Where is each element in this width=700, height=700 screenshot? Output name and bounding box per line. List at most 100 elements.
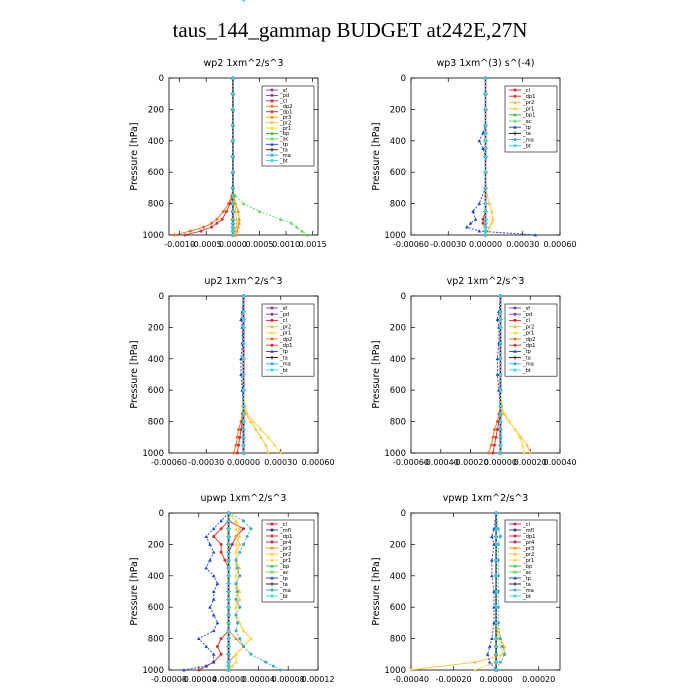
data-point (507, 419, 512, 423)
panel-wp3: wp3 1xm^(3) s^(-4) 0 200 400 600 800 1000 Press… (371, 58, 577, 249)
legend-marker (270, 570, 274, 574)
x-tick-label: 0.0015 (299, 240, 327, 249)
data-point (245, 535, 249, 539)
y-tick-label: 400 (390, 572, 406, 582)
legend-label: _pd (279, 93, 289, 99)
data-point (234, 629, 238, 633)
legend-label: _ma (279, 153, 291, 159)
data-point (517, 435, 522, 439)
legend-label: _dp1 (279, 343, 292, 349)
series-ma (227, 511, 283, 672)
legend-marker (513, 349, 517, 353)
legend-label: _dp2 (279, 104, 292, 110)
data-point (242, 294, 245, 298)
data-point (236, 209, 240, 213)
data-point (257, 209, 262, 213)
data-point (231, 107, 235, 111)
data-point (409, 668, 413, 672)
data-point (272, 443, 277, 447)
data-point (494, 652, 498, 656)
x-tick-label: -0.00030 (430, 240, 466, 249)
legend-label: _cl (522, 522, 530, 528)
legend-label: _pr2 (279, 120, 291, 126)
data-point (494, 644, 498, 648)
data-point (231, 123, 235, 127)
legend-marker (270, 564, 274, 568)
legend-marker (270, 337, 274, 341)
y-tick-label: 1000 (142, 666, 164, 676)
data-point (221, 209, 225, 213)
data-point (496, 574, 500, 578)
data-point (236, 566, 240, 570)
data-point (492, 427, 496, 431)
data-point (242, 412, 245, 416)
data-point (481, 221, 485, 225)
data-point (183, 233, 187, 237)
data-point (487, 225, 492, 229)
legend: _sf_pd_cl_pr2_pr1_dp2_dp1_tp_ta_ma_bt (261, 303, 315, 377)
legend-label: _dp2 (522, 337, 535, 343)
data-point (197, 636, 201, 640)
x-tick-label: -0.00060 (393, 240, 429, 249)
series-line (228, 512, 252, 671)
data-point (227, 597, 231, 601)
data-point (489, 221, 494, 225)
legend-marker (270, 142, 274, 146)
legend-label: _pr1 (522, 106, 534, 112)
legend-label: _bp1 (522, 113, 535, 119)
data-point (234, 558, 238, 562)
legend-label: _sf (522, 306, 530, 312)
panel-title: vpwp 1xm^2/s^3 (443, 493, 529, 504)
legend: _sf_pd_cl_dp2_dp1_pr3_pr2_pr1_bp_ac_tp_t… (261, 85, 315, 167)
data-point (259, 435, 263, 439)
legend-marker (270, 126, 274, 130)
data-point (234, 574, 238, 578)
data-point (227, 652, 231, 656)
y-tick-label: 0 (401, 509, 406, 519)
data-point (489, 443, 493, 447)
data-point (234, 605, 238, 609)
y-tick-label: 1000 (142, 449, 164, 459)
series-pr1 (226, 511, 253, 672)
data-point (238, 435, 242, 439)
data-point (234, 542, 238, 546)
data-point (188, 229, 192, 233)
x-tick-label: 0.00030 (506, 240, 539, 249)
x-tick-label: 0.0010 (272, 240, 300, 249)
data-point (245, 411, 250, 416)
legend-label: _dp1 (279, 534, 292, 540)
data-point (484, 225, 487, 229)
legend-marker (270, 115, 274, 119)
data-point (234, 534, 238, 538)
legend-marker (513, 564, 517, 568)
legend-label: _pr2 (522, 100, 534, 106)
legend-marker (270, 368, 274, 372)
data-point (242, 325, 245, 329)
data-point (204, 644, 209, 648)
x-tick-label: 0.0000 (219, 240, 247, 249)
legend-label: _bt (279, 594, 288, 600)
legend: _cl_dp1_pr2_pr1_bp1_ac_tp_ta_ma_bt (504, 85, 558, 153)
panel-title: wp2 1xm^2/s^3 (204, 58, 284, 69)
legend-box (504, 85, 558, 153)
legend-marker (513, 119, 517, 123)
data-point (484, 107, 487, 111)
data-point (242, 388, 245, 392)
legend-label: _tp (522, 576, 532, 582)
data-point (487, 660, 492, 664)
legend-marker (270, 110, 274, 114)
x-tick-label: 0.00020 (514, 458, 547, 467)
y-tick-label: 800 (390, 200, 406, 210)
legend: _cl_mfl_dp1_pr4_pr3_pr2_pr1_bp_ac_tp_ta_… (261, 519, 315, 603)
data-point (233, 193, 238, 198)
data-point (259, 427, 263, 431)
x-tick-label: 0.00040 (543, 458, 576, 467)
x-tick-label: -0.00020 (436, 675, 472, 684)
data-point (219, 637, 223, 641)
y-tick-label: 200 (148, 540, 164, 550)
legend-label: _pr2 (522, 552, 534, 558)
legend-marker (270, 331, 274, 335)
data-point (227, 511, 231, 515)
data-point (498, 412, 502, 416)
data-point (235, 435, 239, 439)
